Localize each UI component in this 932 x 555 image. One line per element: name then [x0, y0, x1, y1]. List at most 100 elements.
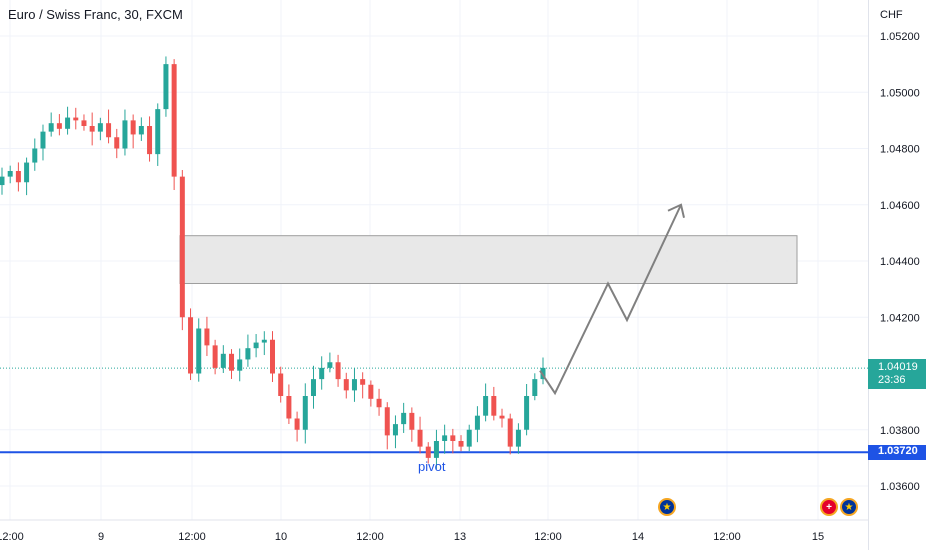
time-tick-label: 12:00: [178, 531, 206, 543]
candle-body: [220, 353, 226, 368]
candle-body: [515, 429, 521, 447]
candle-body: [474, 415, 480, 430]
candle-body: [89, 126, 95, 132]
candle-body: [278, 373, 284, 396]
candle-body: [15, 171, 21, 183]
candle-body: [7, 171, 13, 177]
candle-body: [392, 424, 398, 436]
candle-body: [0, 176, 5, 186]
time-tick-label: 14: [632, 531, 644, 543]
candle-body: [24, 162, 30, 183]
time-tick-label: 13: [454, 531, 466, 543]
candle-body: [384, 407, 390, 436]
currency-label: CHF: [880, 9, 903, 21]
candle-body: [319, 367, 325, 380]
candle-body: [179, 176, 185, 318]
chart-title: Euro / Swiss Franc, 30, FXCM: [8, 7, 183, 22]
candle-body: [32, 148, 38, 163]
projection-arrowhead: [667, 203, 685, 218]
candle-body: [122, 120, 128, 149]
candle-body: [417, 429, 423, 447]
candle-body: [310, 379, 316, 396]
candle-body: [171, 64, 177, 177]
candle-body: [483, 396, 489, 416]
ch-flag-icon[interactable]: +: [820, 498, 838, 516]
current-price-value: 1.04019: [878, 361, 918, 373]
projection-path: [539, 204, 682, 396]
candle-body: [286, 396, 292, 419]
time-tick-label: 10: [275, 531, 287, 543]
candle-body: [368, 384, 374, 399]
time-tick-label: 12:00: [534, 531, 562, 543]
candle-body: [507, 418, 513, 447]
level-price-tag: 1.03720: [868, 445, 926, 460]
candle-body: [524, 396, 530, 430]
candle-body: [204, 328, 210, 346]
candle-body: [196, 328, 202, 374]
candle-body: [458, 441, 464, 447]
candle-body: [65, 117, 71, 129]
candle-body: [376, 398, 382, 408]
candle-body: [138, 126, 144, 135]
price-tick-label: 1.04600: [880, 200, 920, 212]
eu-flag-icon[interactable]: ★: [658, 498, 676, 516]
candle-body: [237, 359, 243, 371]
candle-body: [360, 379, 366, 385]
time-tick-label: 15: [812, 531, 824, 543]
candle-body: [499, 415, 505, 419]
candle-body: [97, 123, 103, 132]
candle-body: [48, 123, 54, 132]
candle-body: [433, 441, 439, 458]
candle-body: [442, 435, 448, 441]
supply-zone: [179, 235, 798, 284]
price-axis-divider: [868, 0, 869, 550]
price-tick-label: 1.04800: [880, 144, 920, 156]
candle-body: [335, 362, 341, 380]
candle-body: [147, 126, 153, 155]
candle-body: [81, 120, 87, 126]
candle-body: [425, 446, 431, 458]
candle-body: [212, 345, 218, 368]
current-price-tag: 1.04019 23:36: [868, 359, 926, 389]
candle-body: [261, 339, 267, 343]
candle-body: [229, 353, 235, 371]
candle-body: [466, 429, 472, 447]
price-tick-label: 1.03600: [880, 481, 920, 493]
candle-body: [327, 362, 333, 368]
time-tick-label: 12:00: [713, 531, 741, 543]
candle-body: [40, 131, 46, 149]
candle-body: [130, 120, 136, 135]
time-tick-label: 12:00: [356, 531, 384, 543]
candle-body: [532, 379, 538, 396]
candle-body: [253, 342, 259, 349]
candles: [0, 56, 546, 469]
candle-body: [450, 435, 456, 441]
candle-body: [56, 123, 62, 129]
candle-body: [163, 64, 169, 110]
candle-body: [73, 117, 79, 121]
candle-body: [351, 379, 357, 391]
time-tick-label: 12:00: [0, 531, 24, 543]
candle-body: [114, 137, 120, 149]
price-tick-label: 1.05200: [880, 31, 920, 43]
price-tick-label: 1.04200: [880, 312, 920, 324]
candle-body: [155, 109, 161, 155]
candle-body: [491, 396, 497, 416]
price-tick-label: 1.03800: [880, 425, 920, 437]
price-tick-label: 1.05000: [880, 87, 920, 99]
candle-body: [343, 379, 349, 391]
time-tick-label: 9: [98, 531, 104, 543]
bar-countdown: 23:36: [878, 374, 906, 386]
candle-body: [188, 317, 194, 374]
pivot-label: pivot: [418, 459, 446, 474]
candle-body: [270, 339, 275, 374]
candle-body: [302, 396, 308, 430]
candle-body: [245, 348, 251, 360]
candle-body: [294, 418, 300, 430]
eu-flag-icon[interactable]: ★: [840, 498, 858, 516]
candle-body: [401, 412, 407, 425]
candle-body: [409, 412, 415, 430]
candle-body: [106, 123, 112, 138]
